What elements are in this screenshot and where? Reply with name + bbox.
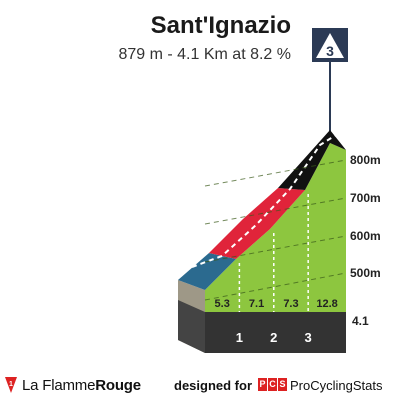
profile-chart: 3 500m 600m 700m 800m 5.3 7.1 7.3 12.8 1 2 3 4.1: [178, 28, 381, 353]
km-label: 1: [236, 330, 243, 345]
footer: 1 La FlammeRouge designed for P C S ProC…: [0, 370, 405, 400]
gradient-labels: 5.3 7.1 7.3 12.8: [215, 298, 338, 310]
gradient-label: 7.3: [283, 298, 298, 310]
grid-line: [204, 235, 347, 263]
road-centerline: [191, 134, 337, 268]
distance-bar: [205, 312, 346, 353]
gradient-label: 12.8: [316, 298, 337, 310]
distance-end-label: 4.1: [352, 314, 369, 328]
profile-area: [205, 143, 346, 312]
gradient-label: 7.1: [249, 298, 264, 310]
pcs-letter-c: C: [268, 378, 277, 391]
grid-line: [204, 272, 347, 301]
pcs-letter-s: S: [278, 378, 287, 391]
altitude-tick-label: 500m: [350, 266, 381, 280]
designed-for-text: designed for: [174, 378, 253, 393]
road-stripe-black: [278, 130, 346, 190]
brand-bold: Rouge: [95, 377, 141, 394]
altitude-labels: 500m 600m 700m 800m: [350, 153, 381, 280]
flamme-rouge-icon: 1: [5, 377, 17, 393]
road-stripe-red: [209, 188, 305, 259]
svg-text:1: 1: [9, 381, 13, 388]
brand-light: La Flamme: [22, 377, 96, 394]
altitude-grid: [204, 159, 347, 301]
pcs-name[interactable]: ProCyclingStats: [290, 378, 383, 393]
pcs-letter-p: P: [258, 378, 267, 391]
altitude-tick-label: 600m: [350, 229, 381, 243]
km-markers: [238, 194, 309, 312]
grid-line: [204, 197, 347, 225]
altitude-tick-label: 700m: [350, 191, 381, 205]
category-number: 3: [326, 43, 334, 59]
km-labels: 1 2 3: [236, 330, 312, 345]
km-label: 2: [270, 330, 277, 345]
road-stripe-blue: [178, 253, 236, 290]
grid-line: [204, 159, 347, 187]
km-label: 3: [305, 330, 312, 345]
climb-title: Sant'Ignazio: [150, 12, 291, 39]
category-triangle: [316, 33, 344, 58]
climb-subtitle: 879 m - 4.1 Km at 8.2 %: [118, 46, 291, 63]
gradient-label: 5.3: [215, 298, 230, 310]
pcs-logo-icon[interactable]: P C S: [258, 378, 287, 391]
altitude-tick-label: 800m: [350, 153, 381, 167]
brand-name[interactable]: La FlammeRouge: [22, 377, 141, 394]
distance-bar-side: [178, 300, 205, 353]
